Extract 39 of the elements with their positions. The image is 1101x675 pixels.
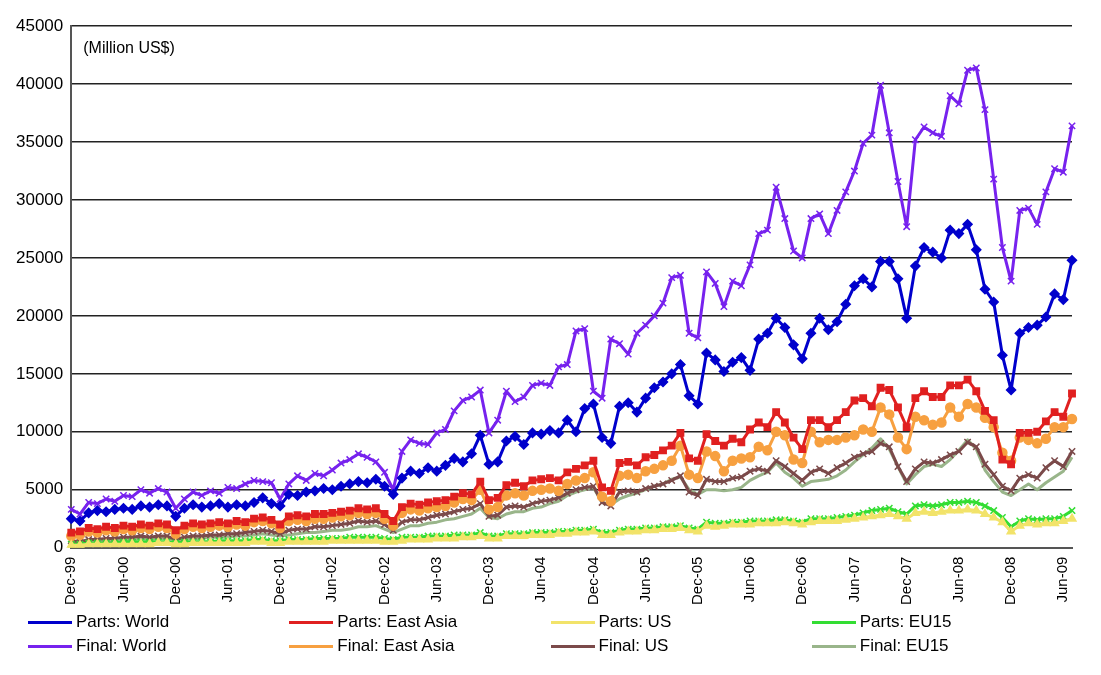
- x-tick-label: Jun-04: [531, 556, 549, 603]
- x-tick-label: Jun-03: [426, 556, 444, 603]
- legend-label: Parts: East Asia: [337, 612, 458, 632]
- y-tick-label: 30000: [15, 189, 64, 209]
- x-tick-label: Jun-06: [740, 556, 758, 603]
- x-tick-label: Jun-08: [949, 556, 967, 603]
- x-tick-label: Dec-05: [687, 556, 705, 605]
- legend-label: Final: World: [76, 636, 167, 656]
- y-tick-label: 5000: [25, 479, 64, 499]
- x-tick-label: Jun-02: [322, 556, 340, 603]
- x-tick-label: Dec-00: [165, 556, 183, 605]
- legend-label: Parts: World: [76, 612, 170, 632]
- x-tick-label: Dec-99: [61, 556, 79, 605]
- legend-label: Final: EU15: [859, 636, 949, 656]
- x-tick-label: Jun-07: [844, 556, 862, 603]
- legend-label: Parts: US: [598, 612, 672, 632]
- x-tick-label: Dec-03: [479, 556, 497, 605]
- y-tick-label: 25000: [15, 247, 64, 267]
- y-tick-label: 45000: [15, 15, 64, 35]
- y-tick-label: 10000: [15, 421, 64, 441]
- x-tick-label: Dec-02: [374, 556, 392, 605]
- x-tick-label: Dec-01: [270, 556, 288, 605]
- y-tick-label: 35000: [15, 131, 64, 151]
- x-tick-label: Dec-04: [583, 556, 601, 605]
- y-tick-label: 40000: [15, 73, 64, 93]
- x-tick-label: Dec-06: [792, 556, 810, 605]
- x-tick-label: Jun-01: [218, 556, 236, 603]
- x-tick-label: Jun-05: [635, 556, 653, 603]
- annotation: (Million US$): [83, 38, 175, 56]
- legend-label: Final: US: [598, 636, 669, 656]
- x-tick-label: Dec-07: [896, 556, 914, 605]
- legend-label: Final: East Asia: [337, 636, 455, 656]
- x-tick-label: Jun-00: [113, 556, 131, 603]
- y-tick-label: 0: [53, 537, 64, 557]
- x-tick-label: Dec-08: [1001, 556, 1019, 605]
- legend-label: Parts: EU15: [859, 612, 952, 632]
- x-tick-label: Jun-09: [1053, 556, 1071, 603]
- y-tick-label: 20000: [15, 305, 64, 325]
- y-tick-label: 15000: [15, 363, 64, 383]
